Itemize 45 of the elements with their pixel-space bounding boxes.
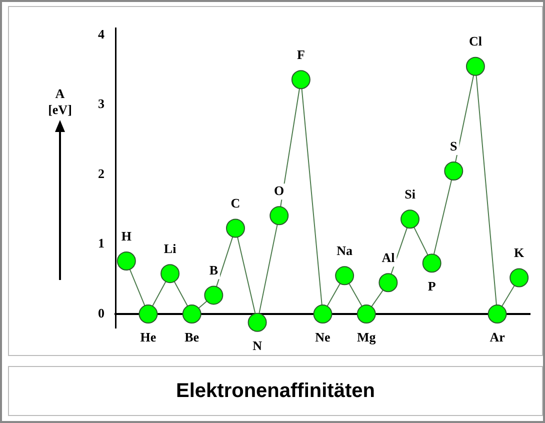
point <box>291 70 310 90</box>
x-tick-label: He <box>140 329 156 344</box>
x-tick-label: K <box>514 245 526 260</box>
point <box>444 162 464 181</box>
y-tick-label: 4 <box>98 26 105 42</box>
x-tick-label: Li <box>164 240 177 256</box>
x-tick-label: O <box>274 183 284 198</box>
x-tick-label: N <box>252 338 263 353</box>
y-tick-label: 3 <box>98 96 105 112</box>
x-tick-label: Cl <box>468 34 482 49</box>
x-tick-label: Ar <box>490 329 506 344</box>
point <box>160 264 180 284</box>
point <box>510 268 529 288</box>
x-tick-label: B <box>209 262 218 278</box>
point <box>248 312 267 332</box>
x-tick-label: P <box>428 278 436 294</box>
point <box>466 56 485 76</box>
x-tick-label: Mg <box>356 329 376 344</box>
point <box>313 304 332 324</box>
x-tick-label: F <box>296 46 305 62</box>
x-tick-label: Si <box>404 186 416 202</box>
point <box>226 218 245 238</box>
x-tick-label: Al <box>382 250 396 266</box>
x-tick-label: S <box>450 138 458 154</box>
point <box>400 210 420 229</box>
x-tick-label: Be <box>184 329 200 344</box>
x-tick-label: Na <box>336 243 354 258</box>
point <box>335 266 354 286</box>
x-tick-label: C <box>230 196 240 211</box>
text: Elektronenaffinitäten <box>8 366 543 416</box>
x-tick-label: H <box>121 228 132 244</box>
y-tick-label: 1 <box>98 236 104 251</box>
point <box>488 304 507 324</box>
y-tick-label: 0 <box>98 305 104 320</box>
point <box>182 304 202 324</box>
x-tick-label: Ne <box>315 329 331 344</box>
y-axis-title: A [eV] <box>47 86 73 118</box>
point <box>204 286 224 305</box>
y-tick-label: 2 <box>98 166 104 181</box>
point <box>138 304 158 324</box>
point <box>270 206 289 226</box>
point <box>356 304 376 324</box>
point <box>116 252 136 271</box>
point <box>378 273 398 292</box>
point <box>422 254 442 273</box>
